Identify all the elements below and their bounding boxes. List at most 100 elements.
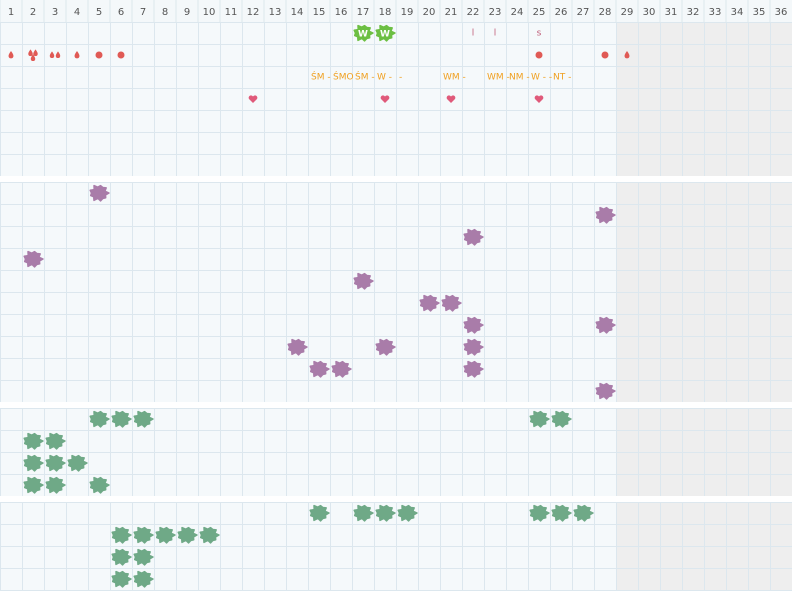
drop <box>624 51 630 59</box>
blob <box>89 476 110 494</box>
day-number: 30 <box>643 7 656 18</box>
blob <box>23 432 44 450</box>
blob <box>45 454 66 472</box>
day-number: 13 <box>269 7 282 18</box>
blob <box>111 548 132 566</box>
day-number: 6 <box>118 7 124 18</box>
blob <box>463 228 484 246</box>
text-mark: ŚMO <box>333 71 354 83</box>
blob <box>551 410 572 428</box>
text-mark: WM - <box>487 73 510 83</box>
dot <box>535 51 543 59</box>
day-number: 3 <box>52 7 58 18</box>
text-mark: ŚM - <box>355 71 375 83</box>
blob <box>23 454 44 472</box>
blob <box>177 526 198 544</box>
blob <box>133 548 154 566</box>
letter-mark: l <box>494 29 497 39</box>
day-number: 28 <box>599 7 612 18</box>
day-number: 12 <box>247 7 260 18</box>
blob <box>441 294 462 312</box>
blob <box>529 504 550 522</box>
text-mark: WM - <box>443 73 466 83</box>
blob <box>111 570 132 588</box>
day-number: 35 <box>753 7 766 18</box>
day-number: 26 <box>555 7 568 18</box>
text-mark: NM - <box>509 73 530 83</box>
blob <box>111 526 132 544</box>
blob <box>529 410 550 428</box>
day-number: 23 <box>489 7 502 18</box>
blob-label: W <box>380 30 390 40</box>
blob <box>23 250 44 268</box>
blob <box>375 338 396 356</box>
day-number: 19 <box>401 7 414 18</box>
day-number: 8 <box>162 7 168 18</box>
day-number: 10 <box>203 7 216 18</box>
section <box>0 182 792 403</box>
blob <box>309 504 330 522</box>
letter-mark: s <box>537 29 542 39</box>
blob <box>133 570 154 588</box>
day-number: 29 <box>621 7 634 18</box>
day-number: 27 <box>577 7 590 18</box>
drop <box>33 49 38 57</box>
blob <box>353 504 374 522</box>
day-number: 1 <box>8 7 14 18</box>
drop <box>30 54 36 62</box>
blob <box>111 410 132 428</box>
dot <box>601 51 609 59</box>
heart <box>380 95 390 103</box>
day-number: 17 <box>357 7 370 18</box>
section-gap <box>0 496 792 502</box>
blob <box>375 24 396 42</box>
day-number: 11 <box>225 7 238 18</box>
letter-mark: l <box>472 29 475 39</box>
day-number: 24 <box>511 7 524 18</box>
day-number: 33 <box>709 7 722 18</box>
blob <box>45 432 66 450</box>
blob <box>595 206 616 224</box>
blob <box>375 504 396 522</box>
blob <box>463 360 484 378</box>
blob <box>309 360 330 378</box>
blob <box>89 410 110 428</box>
day-number: 32 <box>687 7 700 18</box>
blob <box>23 476 44 494</box>
day-number: 15 <box>313 7 326 18</box>
blob <box>353 24 374 42</box>
day-number: 9 <box>184 7 190 18</box>
blob <box>595 316 616 334</box>
drop <box>74 51 80 59</box>
blob <box>331 360 352 378</box>
text-mark: W - <box>377 73 392 83</box>
day-number: 20 <box>423 7 436 18</box>
dot <box>117 51 125 59</box>
day-number: 16 <box>335 7 348 18</box>
drop <box>28 49 33 57</box>
text-mark: ŚM - <box>311 71 331 83</box>
blob <box>551 504 572 522</box>
section <box>0 408 792 497</box>
text-mark: W - - <box>531 73 552 83</box>
blob <box>595 382 616 400</box>
blob <box>155 526 176 544</box>
dot <box>95 51 103 59</box>
day-number: 2 <box>30 7 36 18</box>
day-number: 22 <box>467 7 480 18</box>
day-number: 5 <box>96 7 102 18</box>
blob <box>199 526 220 544</box>
blob <box>133 526 154 544</box>
day-number: 21 <box>445 7 458 18</box>
section-gap <box>0 176 792 182</box>
drop <box>49 51 55 59</box>
heart <box>248 95 258 103</box>
text-mark: NT - <box>553 73 571 83</box>
day-number: 31 <box>665 7 678 18</box>
day-number: 25 <box>533 7 546 18</box>
blob <box>67 454 88 472</box>
drop <box>55 51 61 59</box>
day-number: 36 <box>775 7 788 18</box>
